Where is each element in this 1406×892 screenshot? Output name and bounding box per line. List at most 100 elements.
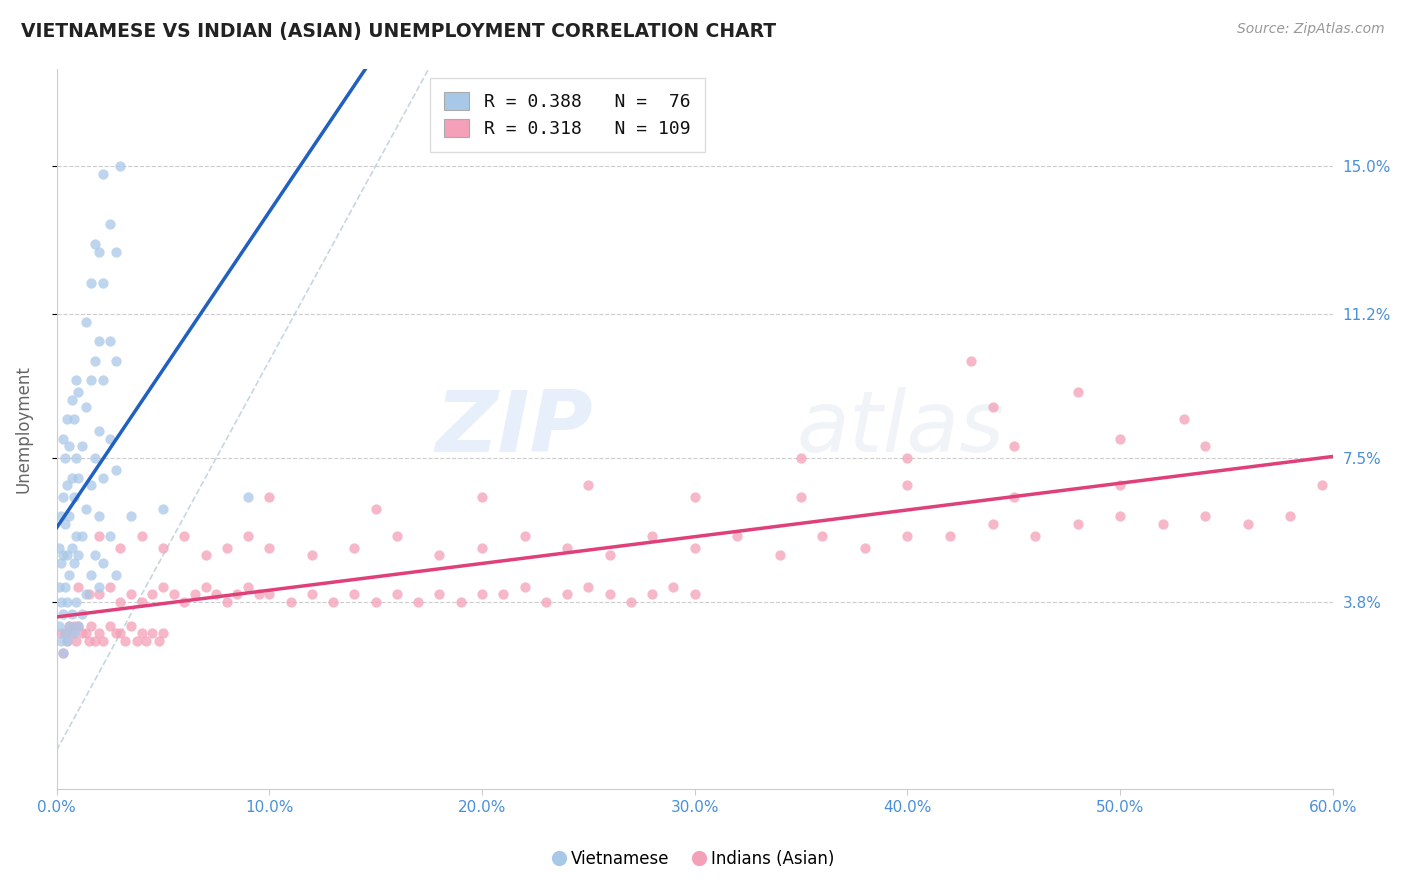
Point — [215, 595, 238, 609]
Point — [60, 541, 83, 555]
Point — [385, 529, 408, 543]
Point — [790, 490, 813, 504]
Point — [79, 373, 101, 387]
Point — [259, 490, 281, 504]
Point — [471, 541, 494, 555]
Point — [53, 626, 76, 640]
Point — [236, 580, 259, 594]
Point — [70, 529, 93, 543]
Point — [599, 587, 621, 601]
Text: Source: ZipAtlas.com: Source: ZipAtlas.com — [1237, 22, 1385, 37]
Point — [148, 634, 170, 648]
Point — [555, 541, 578, 555]
Point — [66, 470, 89, 484]
Point — [49, 509, 72, 524]
Point — [70, 607, 93, 621]
Point — [120, 587, 142, 601]
Point — [89, 587, 111, 601]
Point — [89, 424, 111, 438]
Point — [58, 618, 80, 632]
Point — [70, 626, 93, 640]
Point — [48, 541, 70, 555]
Point — [70, 439, 93, 453]
Point — [406, 595, 429, 609]
Point — [322, 595, 344, 609]
Point — [58, 568, 80, 582]
Point — [89, 580, 111, 594]
Point — [343, 541, 366, 555]
Point — [1066, 384, 1088, 399]
Point — [981, 401, 1004, 415]
Point — [89, 334, 111, 348]
Point — [110, 626, 132, 640]
Point — [62, 618, 84, 632]
Point — [205, 587, 228, 601]
Point — [471, 587, 494, 601]
Point — [1194, 509, 1216, 524]
Point — [1109, 478, 1132, 492]
Point — [75, 501, 97, 516]
Point — [60, 626, 83, 640]
Point — [105, 353, 128, 368]
Point — [492, 587, 515, 601]
Point — [58, 439, 80, 453]
Point — [75, 626, 97, 640]
Point — [83, 549, 105, 563]
Point — [77, 587, 100, 601]
Point — [53, 626, 76, 640]
Point — [576, 478, 599, 492]
Point — [120, 618, 142, 632]
Point — [65, 634, 87, 648]
Point — [66, 618, 89, 632]
Point — [236, 490, 259, 504]
Point — [75, 401, 97, 415]
Point — [1109, 432, 1132, 446]
Point — [135, 634, 157, 648]
Point — [89, 529, 111, 543]
Point — [53, 451, 76, 466]
Point — [683, 490, 706, 504]
Point — [56, 595, 79, 609]
Point — [194, 580, 217, 594]
Point — [83, 634, 105, 648]
Point — [93, 556, 115, 570]
Point — [98, 618, 121, 632]
Point — [98, 529, 121, 543]
Point — [60, 470, 83, 484]
Point — [89, 509, 111, 524]
Point — [62, 412, 84, 426]
Point — [1066, 517, 1088, 532]
Point — [853, 541, 876, 555]
Point — [152, 541, 174, 555]
Point — [1109, 509, 1132, 524]
Point — [49, 595, 72, 609]
Point — [896, 529, 918, 543]
Point — [105, 463, 128, 477]
Point — [83, 353, 105, 368]
Point — [66, 549, 89, 563]
Point — [1002, 439, 1025, 453]
Text: atlas: atlas — [797, 387, 1005, 470]
Point — [364, 501, 387, 516]
Point — [89, 244, 111, 259]
Point — [1152, 517, 1174, 532]
Point — [555, 587, 578, 601]
Point — [1173, 412, 1195, 426]
Point — [56, 634, 79, 648]
Point — [110, 159, 132, 173]
Point — [141, 587, 163, 601]
Point — [226, 587, 249, 601]
Point — [58, 618, 80, 632]
Point — [83, 451, 105, 466]
Point — [236, 529, 259, 543]
Point — [105, 244, 128, 259]
Point — [52, 646, 75, 660]
Point — [48, 618, 70, 632]
Point — [152, 580, 174, 594]
Point — [173, 595, 195, 609]
Point — [98, 334, 121, 348]
Y-axis label: Unemployment: Unemployment — [15, 365, 32, 492]
Point — [79, 618, 101, 632]
Point — [75, 315, 97, 329]
Point — [105, 568, 128, 582]
